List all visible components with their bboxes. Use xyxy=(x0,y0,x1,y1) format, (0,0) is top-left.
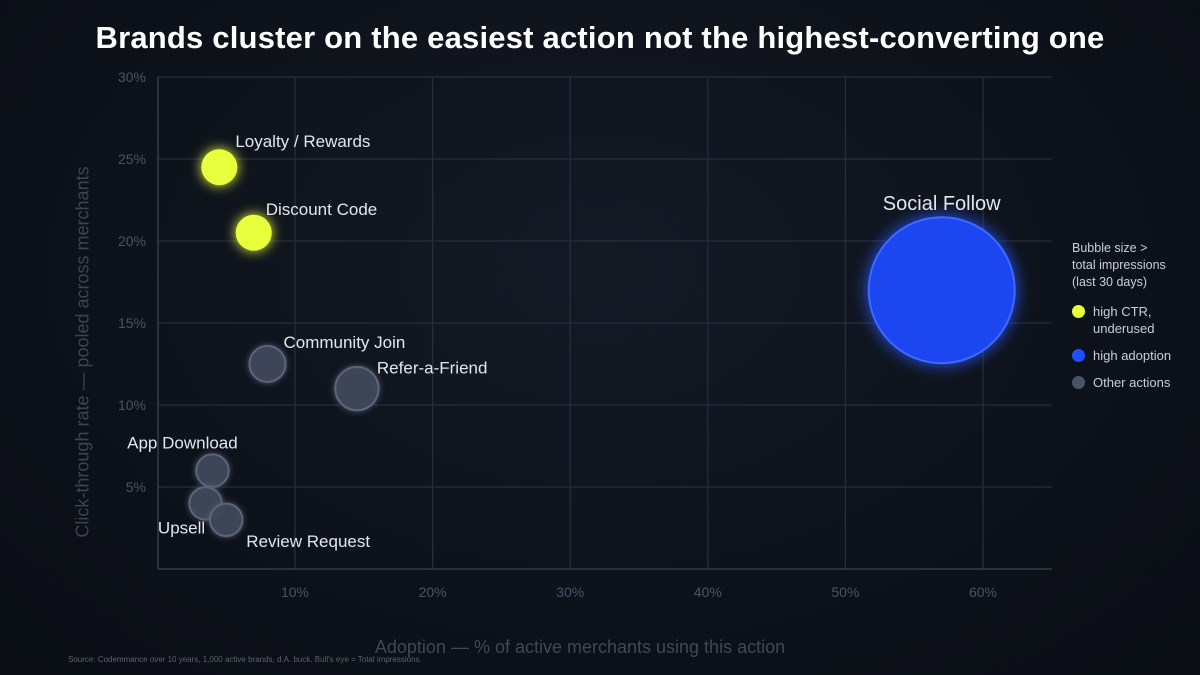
legend: Bubble size > total impressions (last 30… xyxy=(1072,240,1197,401)
legend-item-high-ctr: high CTR, underused xyxy=(1072,303,1197,337)
bubble-label-social-follow: Social Follow xyxy=(883,193,1001,215)
bubble-discount-code xyxy=(235,214,272,251)
y-tick-label: 5% xyxy=(126,479,146,495)
bubble-label-discount-code: Discount Code xyxy=(266,200,378,219)
bubble-label-refer-a-friend: Refer-a-Friend xyxy=(377,359,488,378)
x-axis-label: Adoption — % of active merchants using t… xyxy=(374,637,786,657)
legend-swatch-other xyxy=(1072,376,1085,389)
x-tick-label: 10% xyxy=(281,584,309,600)
legend-label-high-ctr: high CTR, underused xyxy=(1093,304,1155,336)
y-tick-label: 15% xyxy=(118,315,146,331)
y-axis-label: Click-through rate — pooled across merch… xyxy=(72,166,93,538)
bubble-label-review-request: Review Request xyxy=(246,532,370,551)
chart-title: Brands cluster on the easiest action not… xyxy=(95,20,1105,55)
bubble-community-join xyxy=(248,345,287,383)
y-tick-label: 10% xyxy=(118,397,146,413)
legend-title: Bubble size > total impressions (last 30… xyxy=(1072,241,1166,289)
x-tick-label: 60% xyxy=(969,584,997,600)
bubble-label-upsell: Upsell xyxy=(158,518,205,537)
bubble-labels: Loyalty / Rewards Discount Code Social Fol… xyxy=(127,132,1001,551)
legend-label-high-adoption: high adoption xyxy=(1093,348,1172,363)
y-tick-label: 20% xyxy=(118,233,146,249)
bubbles xyxy=(188,149,1016,537)
source-note: Source: Codemmance over 10 years, 1,000 … xyxy=(68,655,422,664)
bubble-refer-a-friend xyxy=(334,366,380,412)
y-tick-label: 25% xyxy=(118,151,146,167)
bubble-social-follow xyxy=(867,216,1016,365)
x-tick-label: 40% xyxy=(694,584,722,600)
bubble-app-download xyxy=(195,453,230,488)
legend-label-other: Other actions xyxy=(1093,375,1171,390)
x-tick-label: 30% xyxy=(556,584,584,600)
bubble-label-community-join: Community Join xyxy=(283,333,405,352)
legend-item-high-adoption: high adoption xyxy=(1072,347,1197,364)
x-tick-label: 20% xyxy=(419,584,447,600)
legend-item-other: Other actions xyxy=(1072,374,1197,391)
legend-swatch-high-adoption xyxy=(1072,349,1085,362)
bubble-label-loyalty-rewards: Loyalty / Rewards xyxy=(235,132,370,151)
legend-swatch-high-ctr xyxy=(1072,305,1085,318)
y-tick-label: 30% xyxy=(118,69,146,85)
bubble-review-request xyxy=(209,502,244,537)
bubble-loyalty-rewards xyxy=(201,149,238,186)
x-tick-label: 50% xyxy=(831,584,859,600)
bubble-label-app-download: App Download xyxy=(127,434,238,453)
